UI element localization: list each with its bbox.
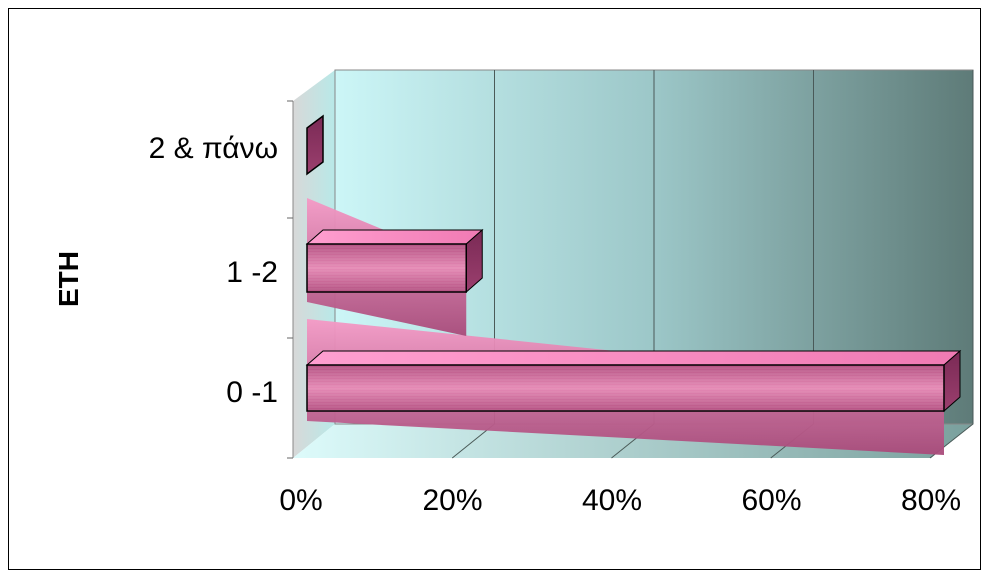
y-tick-labels: 0 -1 1 -2 2 & πάνω bbox=[149, 100, 293, 459]
bar-1 bbox=[305, 198, 484, 336]
bar-2 bbox=[306, 114, 324, 176]
x-tick-label: 60% bbox=[741, 484, 801, 517]
y-tick-label: 1 -2 bbox=[226, 256, 278, 289]
bar-top-face bbox=[305, 229, 484, 245]
bar-front-face bbox=[306, 243, 467, 293]
y-axis-title: ΕΤΗ bbox=[53, 251, 84, 307]
y-tick-label: 2 & πάνω bbox=[149, 132, 278, 165]
x-tick-label: 20% bbox=[422, 484, 482, 517]
bars bbox=[305, 114, 962, 455]
x-tick-label: 0% bbox=[279, 484, 322, 517]
bar-top-face bbox=[305, 350, 962, 366]
y-tick-label: 0 -1 bbox=[226, 376, 278, 409]
x-tick-label: 80% bbox=[901, 484, 961, 517]
bar-front-face bbox=[306, 364, 945, 412]
bar-0 bbox=[305, 319, 962, 455]
x-tick-labels: 0% 20% 40% 60% 80% bbox=[279, 484, 961, 517]
x-tick-label: 40% bbox=[582, 484, 642, 517]
bar-front-face bbox=[306, 114, 324, 176]
